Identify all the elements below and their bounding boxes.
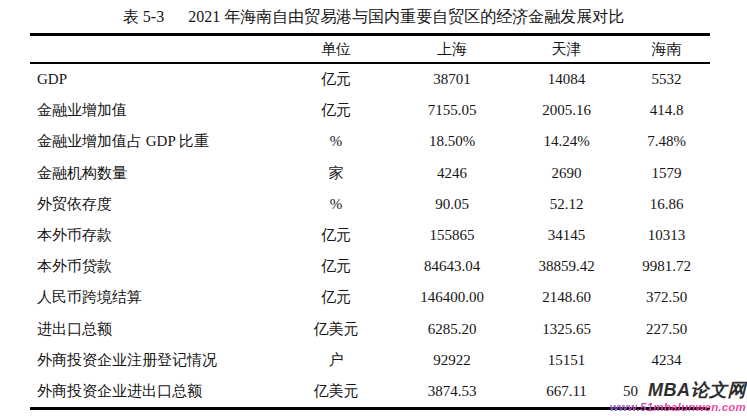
table-row: 外商投资企业注册登记情况户92922151514234	[30, 345, 710, 376]
row-label: 本外币存款	[30, 226, 278, 245]
table-header-row: 单位 上海 天津 海南	[30, 36, 710, 64]
tianjin-value-cell: 34145	[510, 227, 623, 244]
shanghai-value-cell: 90.05	[394, 196, 510, 213]
site-watermark: MBA论文网 www.51mbalunwen.com	[610, 381, 746, 414]
comparison-table: 单位 上海 天津 海南 GDP亿元38701140845532金融业增加值亿元7…	[30, 33, 710, 410]
table-row: GDP亿元38701140845532	[30, 64, 710, 95]
tianjin-value-cell: 2005.16	[510, 102, 623, 119]
table-row: 本外币存款亿元1558653414510313	[30, 220, 710, 251]
table-row: 人民币跨境结算亿元146400.002148.60372.50	[30, 282, 710, 313]
hainan-value-cell: 4234	[623, 352, 710, 369]
row-label: 人民币跨境结算	[30, 288, 278, 307]
hainan-value-cell: 1579	[623, 165, 710, 182]
unit-cell: 亿元	[278, 288, 394, 307]
shanghai-value-cell: 4246	[394, 165, 510, 182]
unit-cell: 亿美元	[278, 320, 394, 339]
table-row: 本外币贷款亿元84643.0438859.429981.72	[30, 251, 710, 282]
tianjin-value-cell: 14.24%	[510, 133, 623, 150]
shanghai-value-cell: 18.50%	[394, 133, 510, 150]
shanghai-value-cell: 38701	[394, 71, 510, 88]
row-label: 外商投资企业进出口总额	[30, 382, 278, 401]
row-label: 外贸依存度	[30, 195, 278, 214]
table-row: 金融业增加值占 GDP 比重%18.50%14.24%7.48%	[30, 126, 710, 157]
tianjin-value-cell: 38859.42	[510, 258, 623, 275]
row-label: GDP	[30, 71, 278, 88]
row-label: 金融业增加值占 GDP 比重	[30, 132, 278, 151]
unit-cell: 亿元	[278, 101, 394, 120]
table-caption-number: 表 5-3	[123, 8, 164, 25]
hainan-value-cell: 5532	[623, 71, 710, 88]
hainan-value-cell: 7.48%	[623, 133, 710, 150]
unit-cell: 亿元	[278, 70, 394, 89]
hainan-value-cell: 9981.72	[623, 258, 710, 275]
shanghai-value-cell: 92922	[394, 352, 510, 369]
unit-cell: 亿元	[278, 257, 394, 276]
tianjin-value-cell: 1325.65	[510, 321, 623, 338]
row-label: 金融机构数量	[30, 164, 278, 183]
header-shanghai: 上海	[394, 40, 510, 59]
shanghai-value-cell: 6285.20	[394, 321, 510, 338]
tianjin-value-cell: 2690	[510, 165, 623, 182]
table-row: 进出口总额亿美元6285.201325.65227.50	[30, 314, 710, 345]
header-unit: 单位	[278, 40, 394, 59]
hainan-value-cell: 10313	[623, 227, 710, 244]
unit-cell: %	[278, 196, 394, 213]
watermark-brand-text: MBA论文网	[610, 381, 746, 399]
unit-cell: 家	[278, 164, 394, 183]
hainan-value-cell: 227.50	[623, 321, 710, 338]
header-tianjin: 天津	[510, 40, 623, 59]
row-label: 进出口总额	[30, 320, 278, 339]
unit-cell: 户	[278, 351, 394, 370]
row-label: 外商投资企业注册登记情况	[30, 351, 278, 370]
watermark-url-text: www.51mbalunwen.com	[610, 402, 746, 414]
header-hainan: 海南	[623, 40, 710, 59]
hainan-value-cell: 16.86	[623, 196, 710, 213]
shanghai-value-cell: 3874.53	[394, 383, 510, 400]
tianjin-value-cell: 15151	[510, 352, 623, 369]
table-body: GDP亿元38701140845532金融业增加值亿元7155.052005.1…	[30, 64, 710, 407]
table-row: 金融业增加值亿元7155.052005.16414.8	[30, 95, 710, 126]
tianjin-value-cell: 14084	[510, 71, 623, 88]
table-row: 外商投资企业进出口总额亿美元3874.53667.1150	[30, 376, 710, 407]
hainan-value-cell: 414.8	[623, 102, 710, 119]
shanghai-value-cell: 155865	[394, 227, 510, 244]
tianjin-value-cell: 52.12	[510, 196, 623, 213]
table-caption-title: 2021 年海南自由贸易港与国内重要自贸区的经济金融发展对比	[188, 8, 624, 25]
shanghai-value-cell: 146400.00	[394, 289, 510, 306]
row-label: 本外币贷款	[30, 257, 278, 276]
unit-cell: 亿美元	[278, 382, 394, 401]
table-caption: 表 5-3 2021 年海南自由贸易港与国内重要自贸区的经济金融发展对比	[0, 7, 747, 28]
tianjin-value-cell: 667.11	[510, 383, 623, 400]
shanghai-value-cell: 7155.05	[394, 102, 510, 119]
table-row: 金融机构数量家424626901579	[30, 158, 710, 189]
unit-cell: 亿元	[278, 226, 394, 245]
table-row: 外贸依存度%90.0552.1216.86	[30, 189, 710, 220]
row-label: 金融业增加值	[30, 101, 278, 120]
tianjin-value-cell: 2148.60	[510, 289, 623, 306]
unit-cell: %	[278, 133, 394, 150]
shanghai-value-cell: 84643.04	[394, 258, 510, 275]
hainan-value-cell: 372.50	[623, 289, 710, 306]
